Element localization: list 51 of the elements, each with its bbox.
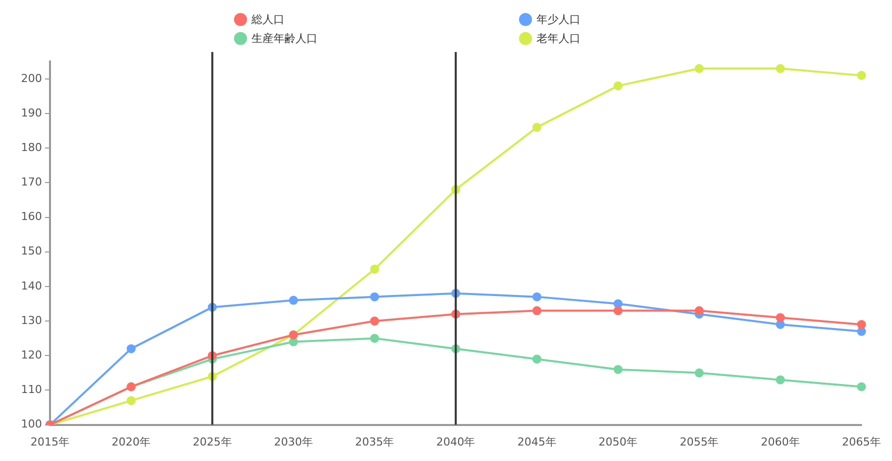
x-tick-label: 2040年 [436,435,476,448]
point [614,306,623,316]
point [857,320,866,329]
y-tick-label: 170 [20,176,42,189]
point [694,64,704,74]
legend-label: 年少人口 [536,12,580,27]
point [857,70,866,80]
y-tick-label: 130 [20,314,42,327]
x-tick-label: 2025年 [192,435,232,448]
point [694,306,704,316]
point [126,396,136,406]
point [532,122,542,132]
point [857,382,866,392]
x-tick-label: 2060年 [760,435,800,448]
x-tick-label: 2045年 [517,435,556,448]
x-tick-label: 2030年 [274,435,313,448]
point [532,292,542,302]
point [614,81,623,90]
y-tick-label: 100 [20,418,42,431]
point [776,64,785,74]
y-tick-label: 150 [20,244,42,258]
point [532,354,542,364]
x-tick-label: 2020年 [112,435,151,448]
y-tick-label: 110 [20,383,42,396]
point [370,292,380,302]
y-tick-label: 140 [20,279,42,292]
point [370,264,380,274]
point [532,306,542,316]
point [694,368,704,378]
point [776,375,785,384]
legend-label: 生産年齢人口 [252,31,318,46]
y-tick-label: 180 [20,140,42,154]
point [370,334,380,343]
point [288,296,298,305]
point [776,313,785,322]
point [126,344,136,354]
y-tick-label: 120 [20,348,42,362]
point [614,299,623,308]
point [614,364,623,374]
x-tick-label: 2035年 [355,435,394,448]
y-tick-label: 200 [20,72,42,85]
x-tick-label: 2050年 [598,435,638,448]
y-tick-label: 190 [20,106,42,120]
point [370,316,380,326]
x-tick-label: 2055年 [680,435,719,448]
y-tick-label: 160 [20,210,42,224]
legend-label: 総人口 [252,12,284,27]
x-tick-label: 2065年 [842,435,882,448]
point [288,337,298,346]
x-tick-label: 2015年 [30,435,70,448]
legend-label: 老年人口 [536,31,580,46]
